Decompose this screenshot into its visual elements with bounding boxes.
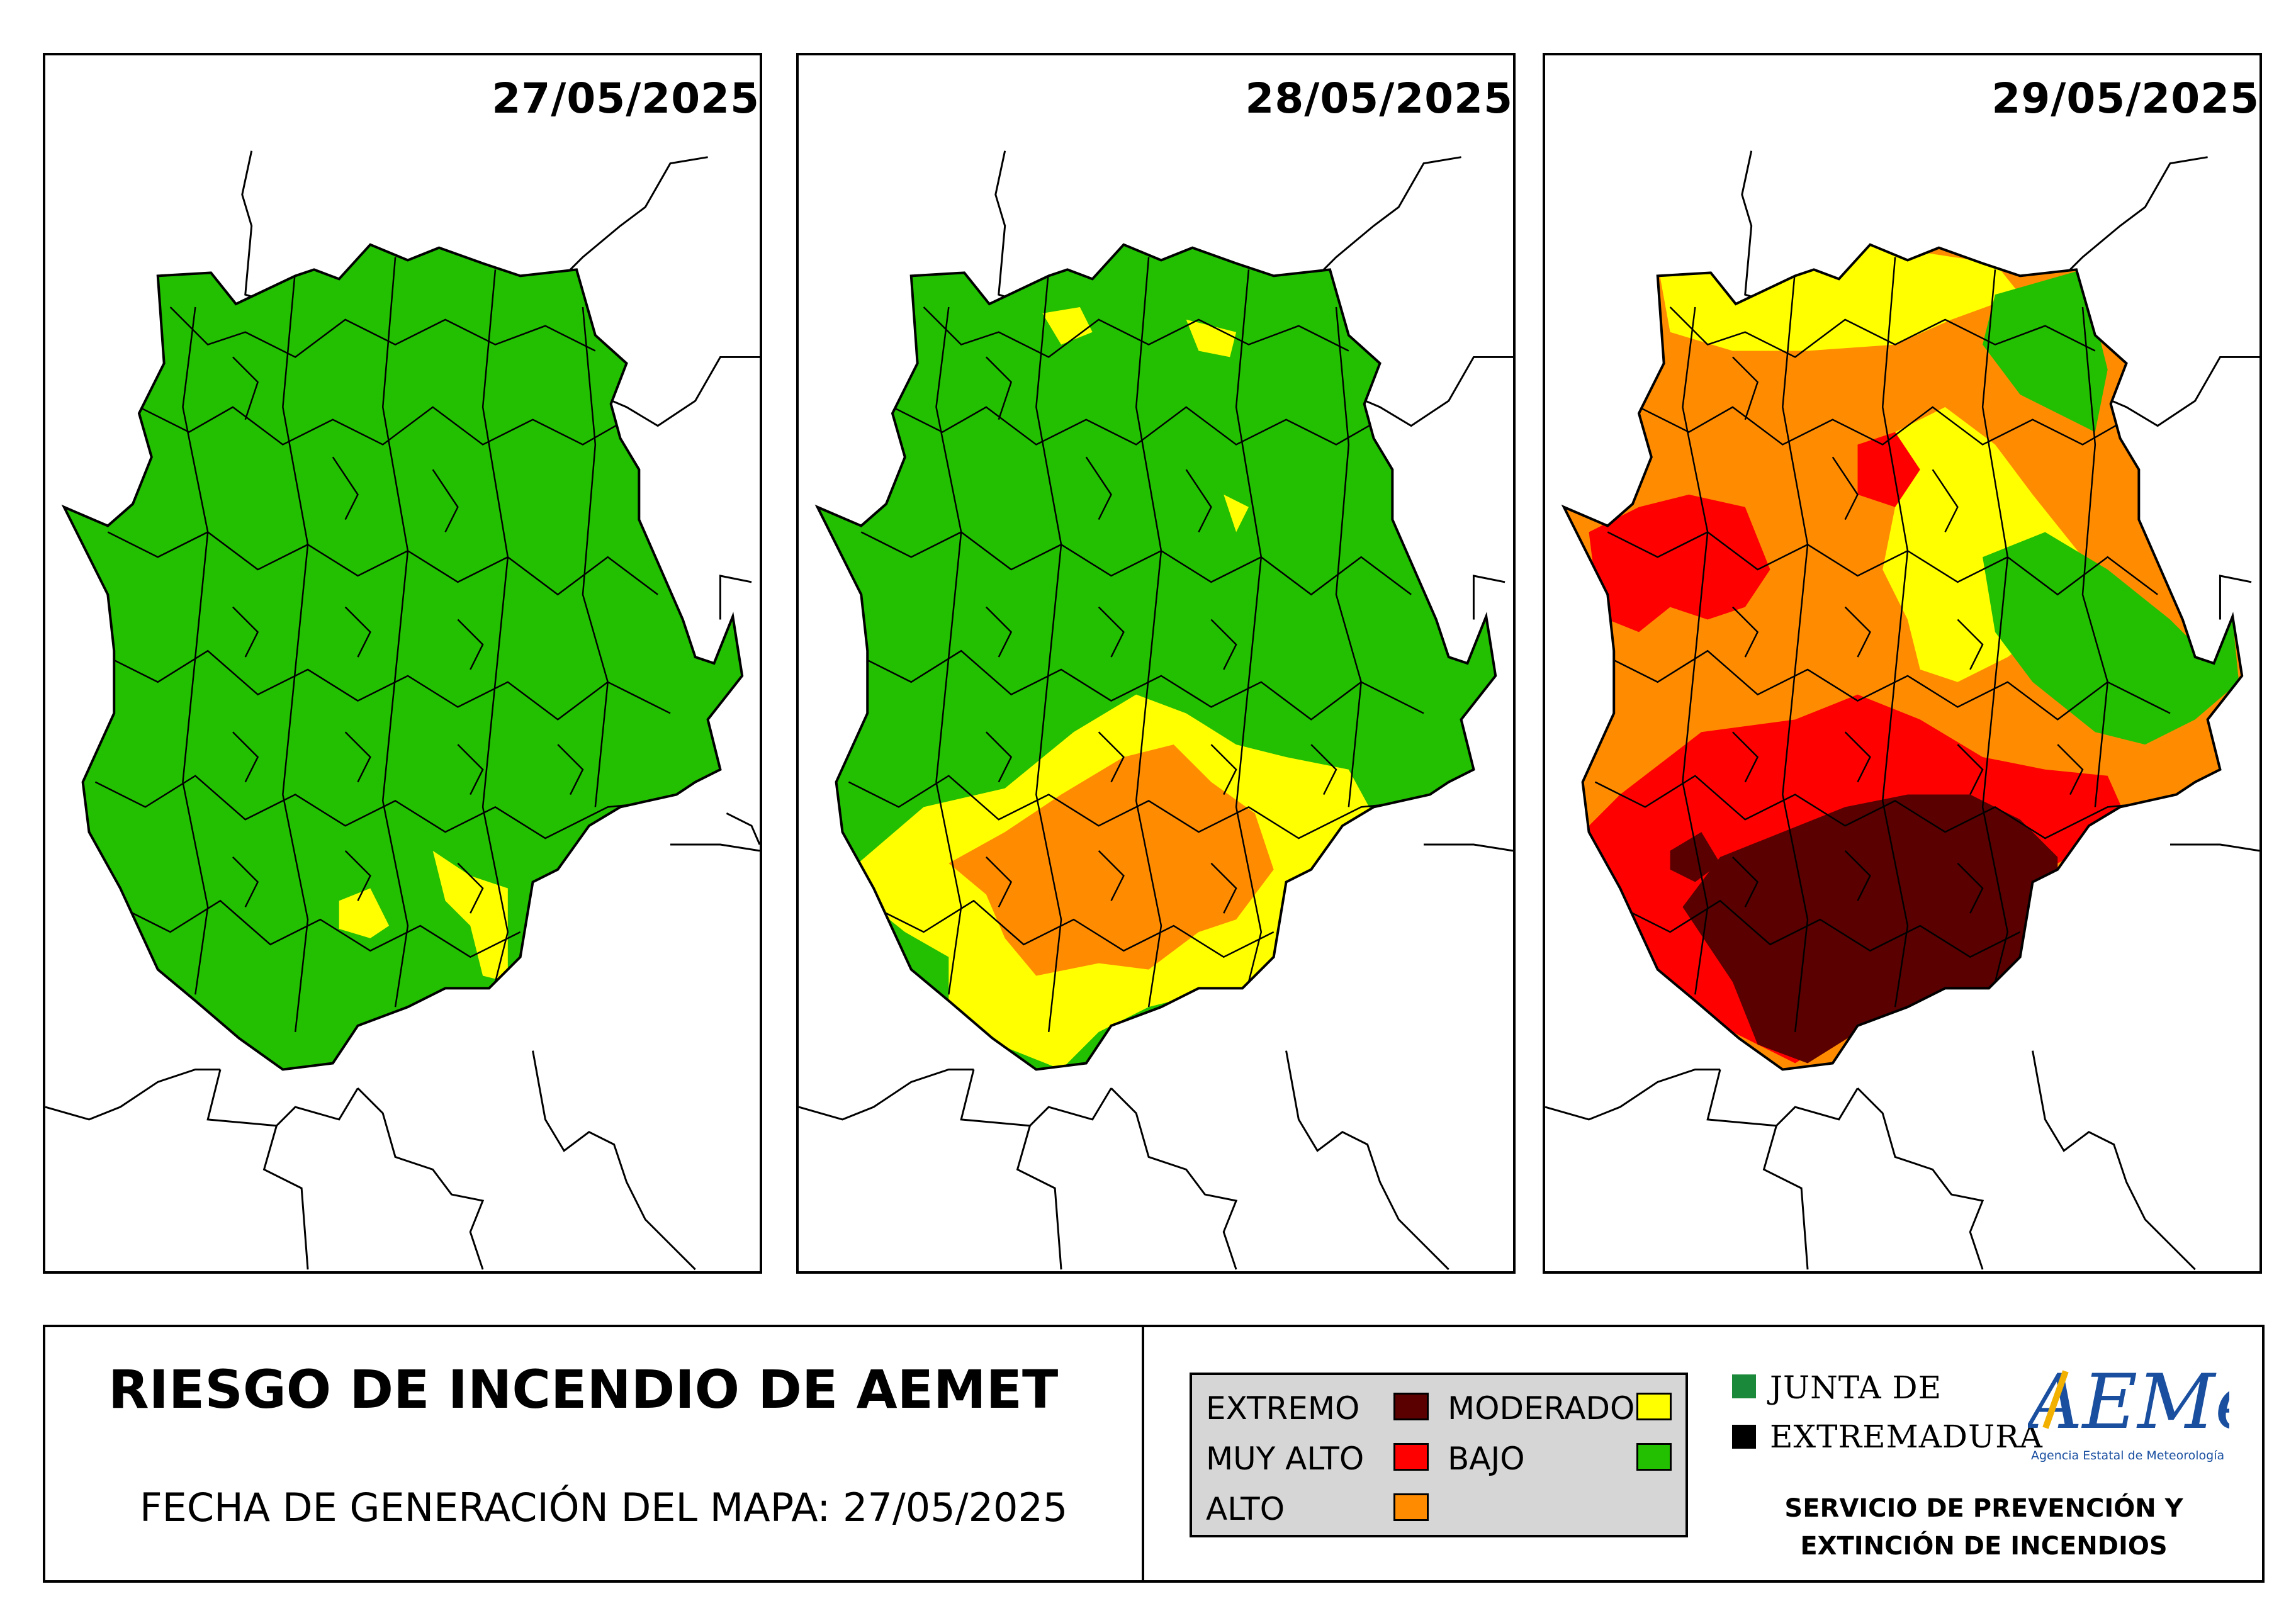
junta-black-square [1732,1425,1756,1449]
service-line-1: SERVICIO DE PREVENCIÓN Y [1784,1494,2183,1523]
region-outline [1561,243,2244,1071]
legend-label-bajo: BAJO [1448,1440,1525,1477]
panel-date: 29/05/2025 [1991,74,2259,123]
map-3 [1545,150,2259,1271]
panel-date: 27/05/2025 [492,74,760,123]
low-risk-zone [1983,269,2108,432]
map-2 [799,150,1513,1271]
legend-label-extremo: EXTREMO [1206,1390,1360,1427]
legend-label-alto: ALTO [1206,1491,1285,1527]
region-outline [814,243,1497,1071]
junta-line-1: JUNTA DE [1770,1369,1942,1406]
junta-line-2: EXTREMADURA [1770,1418,2043,1455]
map-title: RIESGO DE INCENDIO DE AEMET [108,1359,1059,1420]
high-risk-zone [948,744,1274,976]
panel-date: 28/05/2025 [1245,74,1513,123]
aemet-subtitle: Agencia Estatal de Meteorología [2031,1449,2224,1463]
service-text: SERVICIO DE PREVENCIÓN Y EXTINCIÓN DE IN… [1745,1490,2223,1565]
service-line-2: EXTINCIÓN DE INCENDIOS [1800,1532,2168,1561]
moderate-risk-zone [339,888,390,938]
map-panel-1: 27/05/2025 [43,53,762,1274]
aemet-logo-text: AEMet [2028,1359,2229,1446]
legend-label-muy-alto: MUY ALTO [1206,1440,1365,1477]
map-panel-3: 29/05/2025 [1543,53,2262,1274]
legend-swatch-alto [1393,1493,1429,1521]
aemet-logo: AEMet Agencia Estatal de Meteorología [2022,1352,2290,1472]
map-panel-2: 28/05/2025 [796,53,1516,1274]
legend-swatch-moderado [1636,1393,1672,1420]
footer-divider [1142,1327,1144,1580]
map-1 [45,150,760,1271]
legend-swatch-extremo [1393,1393,1429,1420]
legend-swatch-bajo [1636,1443,1672,1471]
legend-label-moderado: MODERADO [1448,1390,1635,1427]
border-line [241,150,277,305]
footer: RIESGO DE INCENDIO DE AEMET FECHA DE GEN… [43,1325,2290,1583]
low-risk-zone [64,244,743,1070]
very-high-risk-zone [1589,494,1770,632]
junta-green-square [1732,1374,1756,1398]
low-risk-zone [817,244,1496,1070]
risk-legend: EXTREMO MUY ALTO ALTO MODERADO BAJO [1190,1373,1688,1537]
legend-swatch-muy-alto [1393,1443,1429,1471]
aemet-accent-stroke [2042,1370,2069,1429]
moderate-risk-zone [432,850,508,982]
region-outline [61,243,744,1071]
generation-date: FECHA DE GENERACIÓN DEL MAPA: 27/05/2025 [140,1485,1068,1530]
